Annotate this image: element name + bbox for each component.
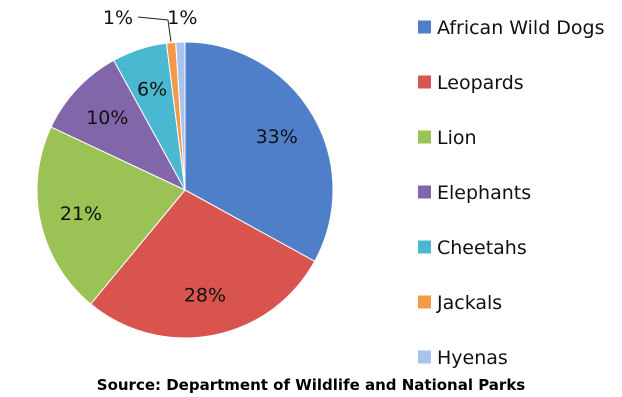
leader-line-jackals: [137, 16, 172, 42]
data-labels: 33% 28% 21% 10% 6% 1% 1%: [60, 7, 298, 307]
legend-swatch-african-wild-dogs: [418, 20, 431, 34]
legend-swatch-leopards: [418, 75, 431, 89]
data-label-lion: 21%: [60, 203, 102, 225]
data-label-jackals: 1%: [103, 7, 133, 29]
legend-swatch-lion: [418, 130, 431, 144]
source-note: Source: Department of Wildlife and Natio…: [97, 376, 526, 394]
legend-label-elephants: Elephants: [437, 182, 531, 204]
legend-label-jackals: Jackals: [436, 292, 502, 314]
legend-swatch-hyenas: [418, 350, 431, 364]
legend-label-lion: Lion: [437, 127, 477, 149]
legend-label-hyenas: Hyenas: [437, 347, 508, 369]
legend-swatch-elephants: [418, 185, 431, 199]
pie-slices: [36, 41, 334, 339]
legend-label-cheetahs: Cheetahs: [437, 237, 527, 259]
slice-hyenas: [175, 41, 186, 191]
legend-swatch-cheetahs: [418, 240, 431, 254]
slice-elephants: [50, 59, 187, 192]
slice-leopards: [89, 189, 316, 339]
data-label-hyenas: 1%: [167, 7, 197, 29]
data-label-cheetahs: 6%: [137, 79, 167, 101]
legend: African Wild Dogs Leopards Lion Elephants Ch…: [418, 17, 605, 369]
data-label-african-wild-dogs: 33%: [256, 126, 298, 148]
data-label-leopards: 28%: [184, 285, 226, 307]
legend-label-leopards: Leopards: [437, 72, 524, 94]
slice-african-wild-dogs: [184, 41, 334, 262]
legend-swatch-jackals: [418, 295, 431, 309]
legend-label-african-wild-dogs: African Wild Dogs: [437, 17, 605, 39]
data-label-elephants: 10%: [86, 107, 128, 129]
slice-lion: [36, 126, 186, 305]
